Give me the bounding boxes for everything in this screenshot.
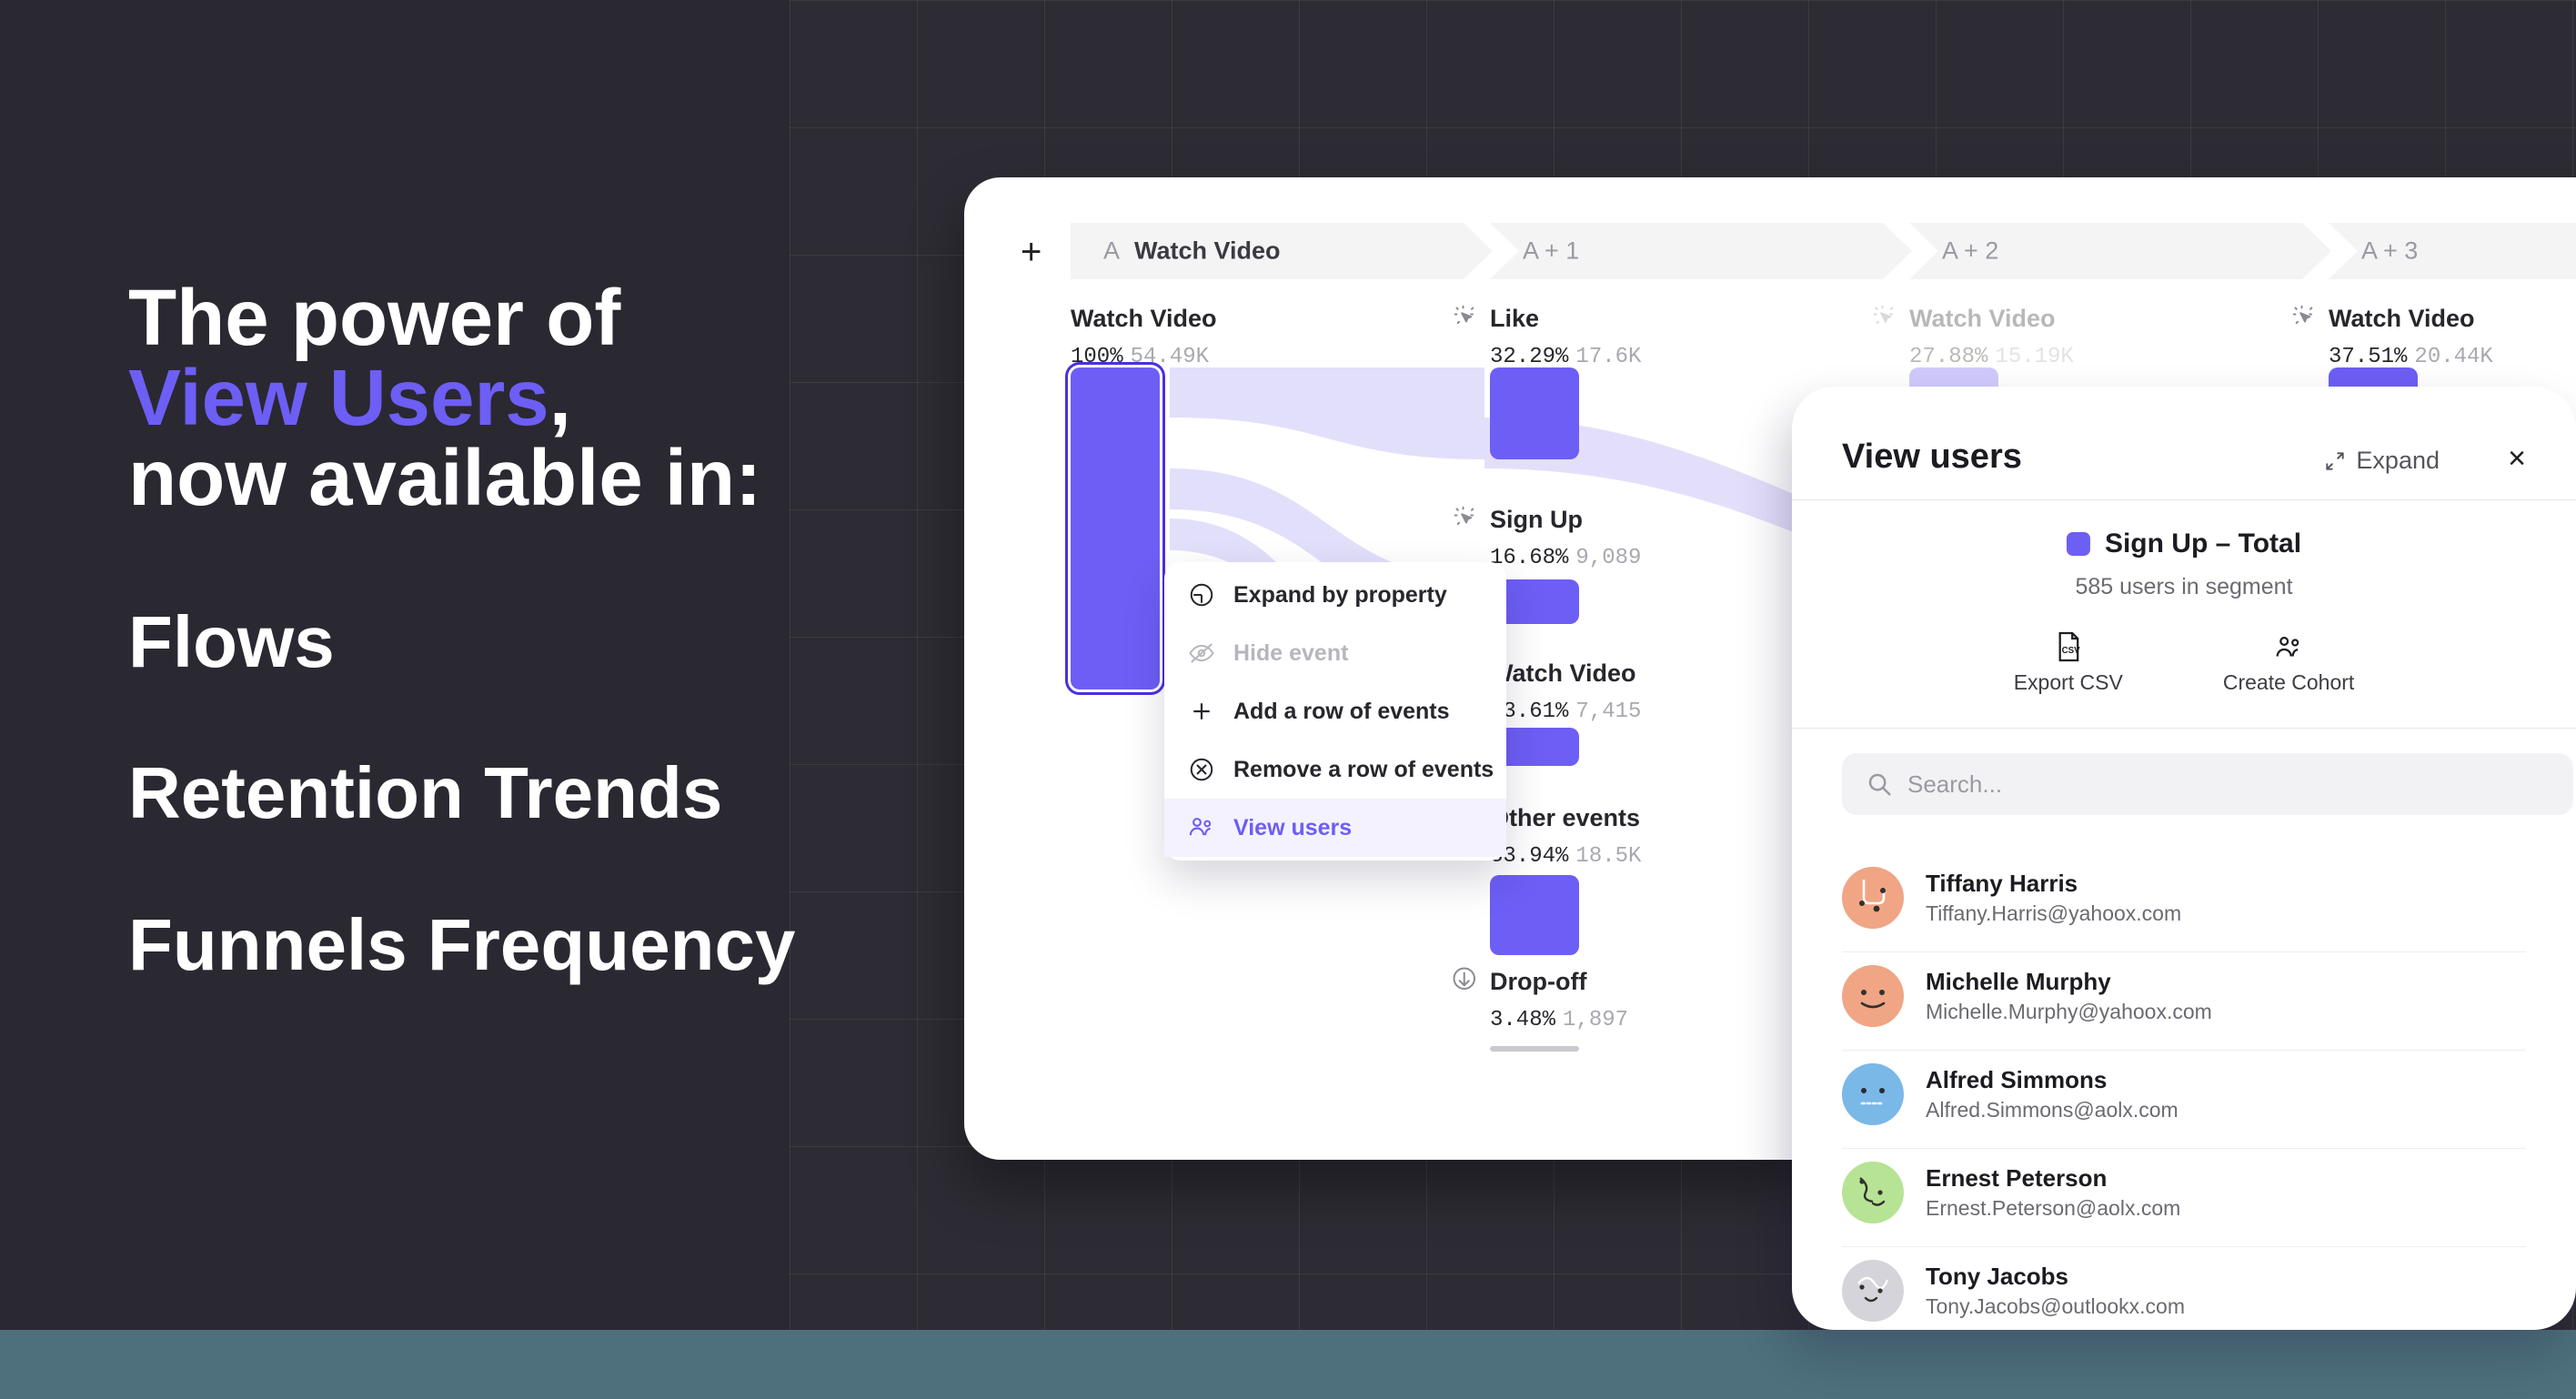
svg-text:CSV: CSV [2062, 646, 2081, 656]
